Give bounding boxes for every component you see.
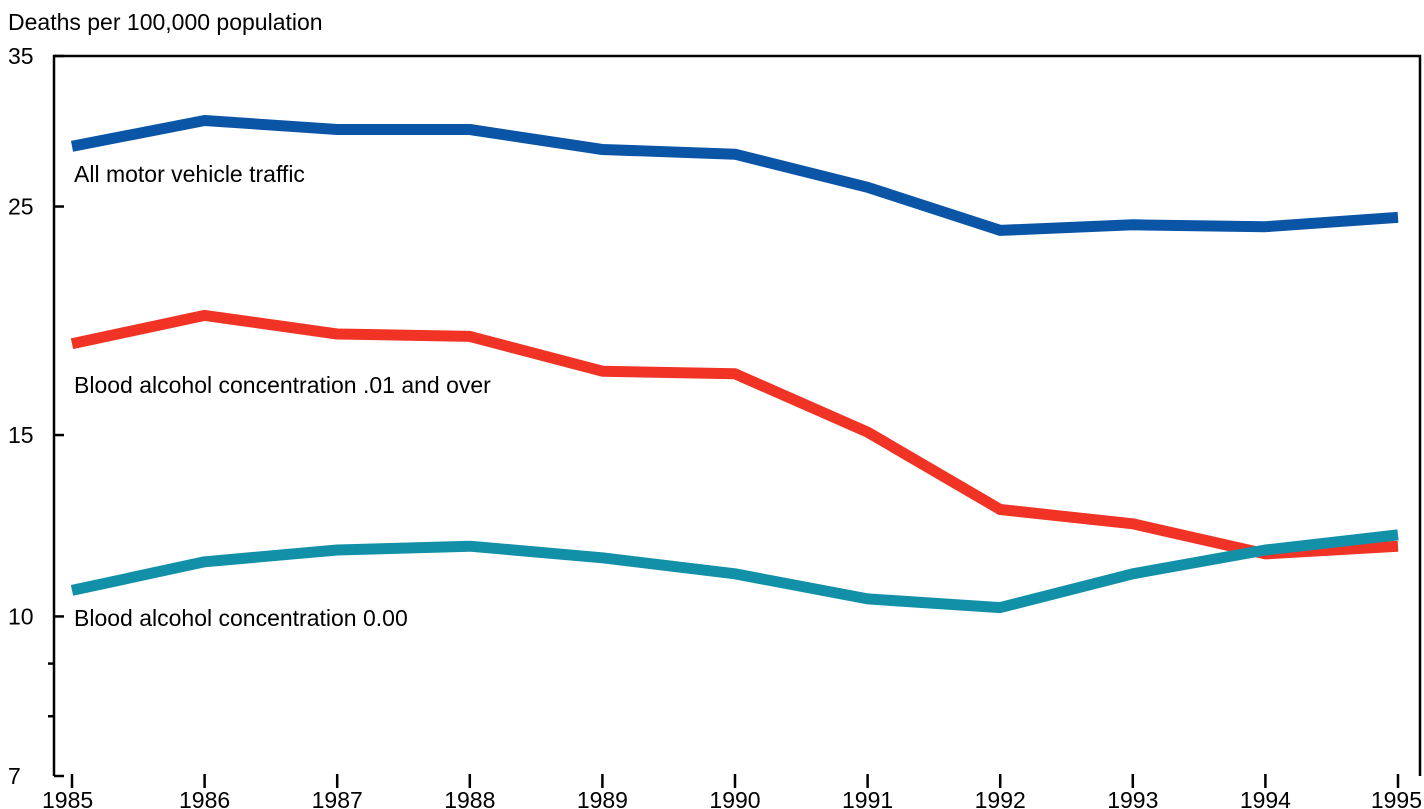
series-labels: All motor vehicle traffic Blood alcohol c…: [74, 161, 491, 631]
x-tick-label: 1986: [179, 787, 230, 809]
x-tick-label: 1994: [1240, 787, 1291, 809]
x-tick-label: 1993: [1107, 787, 1158, 809]
x-tick-label: 1992: [975, 787, 1026, 809]
x-tick-label: 1995: [1371, 787, 1422, 809]
x-tick-label: 1987: [312, 787, 363, 809]
series-label: Blood alcohol concentration .01 and over: [74, 372, 491, 398]
series-line: [70, 115, 1399, 236]
y-tick-label: 25: [8, 194, 34, 220]
x-tick-label: 1985: [42, 787, 93, 809]
series-label: Blood alcohol concentration 0.00: [74, 605, 408, 631]
series-group: [70, 115, 1399, 614]
x-tick-label: 1988: [444, 787, 495, 809]
y-tick-label: 15: [8, 422, 34, 448]
series-label: All motor vehicle traffic: [74, 161, 305, 187]
x-tick-label: 1991: [842, 787, 893, 809]
y-axis-title: Deaths per 100,000 population: [8, 9, 323, 35]
axes: 7 10 15 25 35 1985 1986 1987 1988 1989 1990 1991 199…: [8, 43, 1422, 809]
y-tick-label: 35: [8, 43, 34, 69]
y-tick-label: 7: [8, 763, 21, 789]
x-tick-label: 1990: [709, 787, 760, 809]
plot-frame: [52, 54, 1422, 776]
series-line: [70, 529, 1399, 614]
series-line: [70, 309, 1399, 560]
x-tick-label: 1989: [577, 787, 628, 809]
y-tick-label: 10: [8, 603, 34, 629]
